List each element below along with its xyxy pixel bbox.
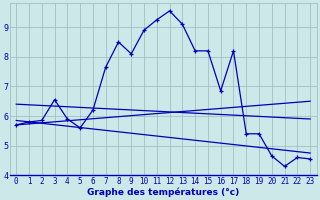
X-axis label: Graphe des températures (°c): Graphe des températures (°c) xyxy=(87,187,239,197)
